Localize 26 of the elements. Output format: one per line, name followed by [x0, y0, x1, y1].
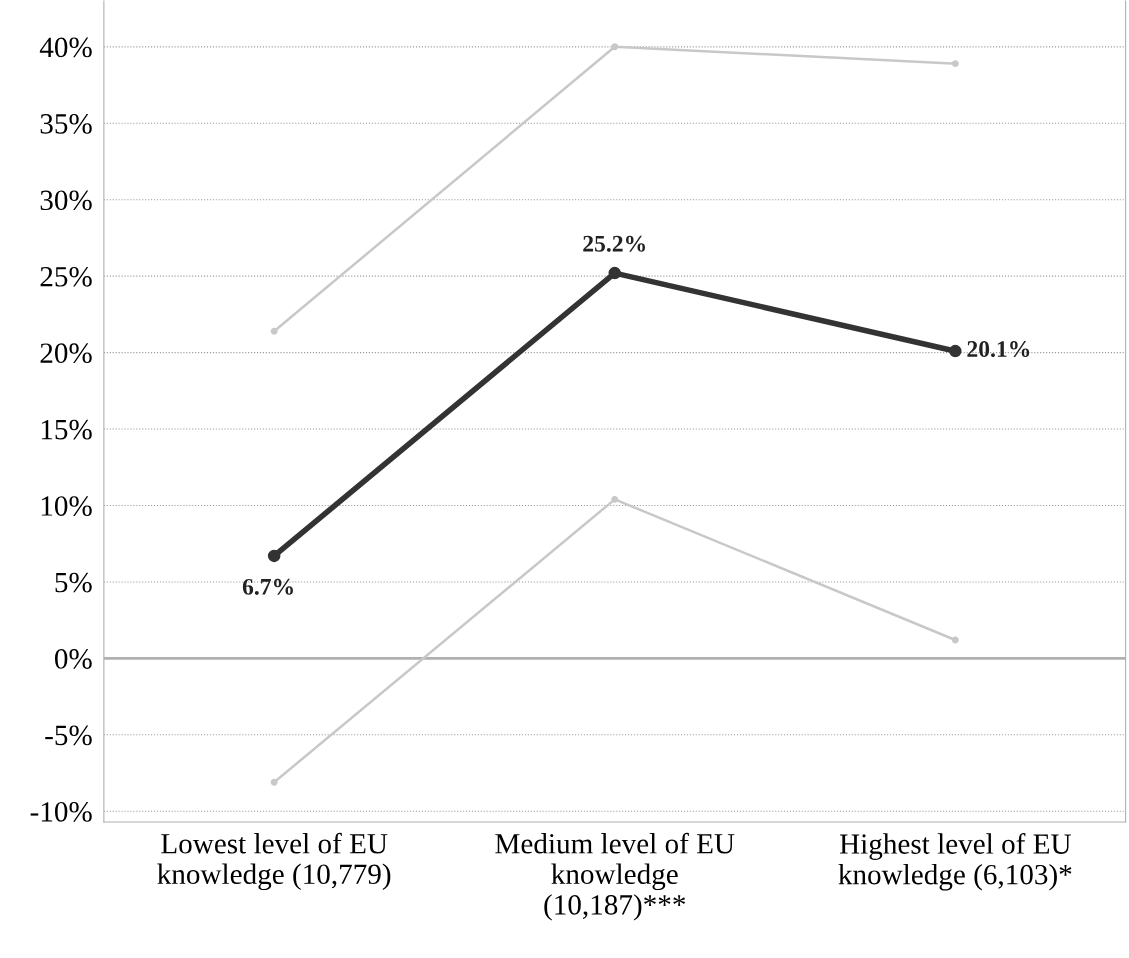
y-tick-label: 10% — [41, 496, 92, 516]
point — [608, 266, 621, 280]
point — [611, 43, 619, 51]
y-tick-label: 20% — [40, 343, 92, 364]
y-tick-label: 35% — [40, 113, 92, 134]
point — [951, 636, 959, 644]
point — [267, 549, 281, 563]
y-tick-label: 0% — [54, 649, 92, 669]
data-label: 20.1% — [967, 341, 1030, 358]
y-tick-label: 25% — [40, 266, 92, 287]
x-tick-label: Medium level of EU knowledge (10,187)*** — [495, 832, 735, 921]
y-tick-label: -5% — [45, 725, 92, 746]
point — [270, 778, 278, 786]
data-label: 6.7% — [242, 578, 293, 595]
y-tick-label: 30% — [40, 190, 92, 211]
x-tick-label: Highest level of EU knowledge (6,103)* — [838, 833, 1072, 891]
y-tick-label: -10% — [30, 801, 92, 822]
point — [951, 60, 959, 68]
data-label: 25.2% — [583, 235, 645, 252]
y-tick-label: 5% — [55, 572, 92, 593]
y-tick-label: 40% — [39, 37, 92, 58]
y-tick-label: 15% — [41, 419, 92, 440]
point — [611, 495, 619, 503]
x-tick-label: Lowest level of EU knowledge (10,779) — [157, 832, 391, 891]
point — [949, 344, 962, 358]
point — [270, 327, 278, 335]
